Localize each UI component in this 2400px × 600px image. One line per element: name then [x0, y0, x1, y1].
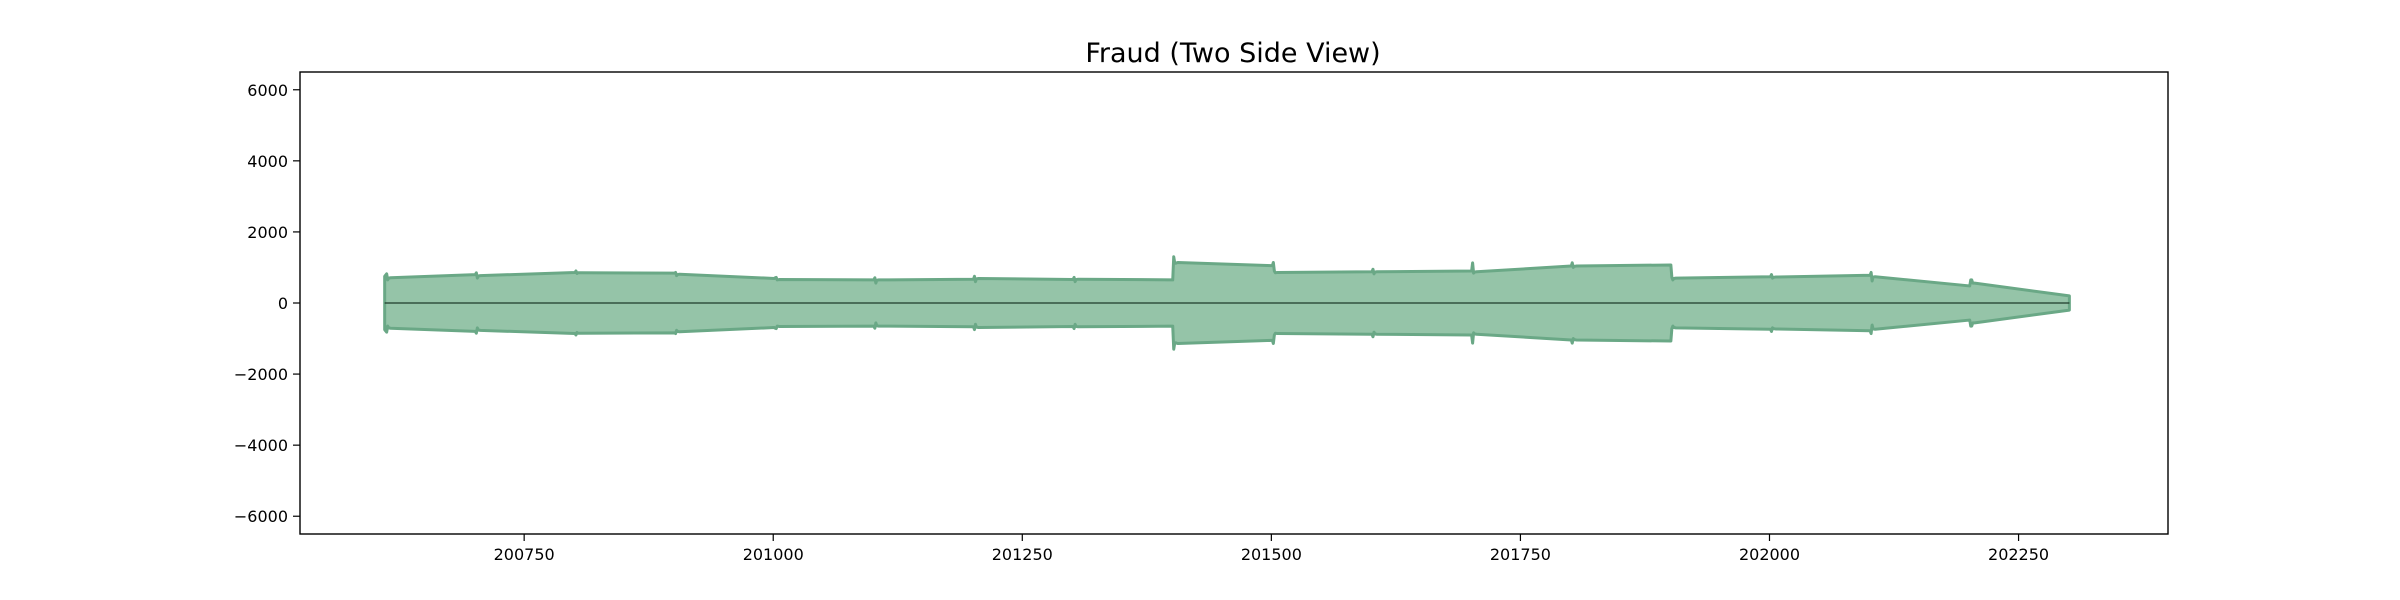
y-tick-label: 4000	[247, 152, 288, 171]
y-tick-label: 0	[278, 294, 288, 313]
x-tick-label: 202250	[1988, 545, 2049, 564]
x-tick-label: 201250	[992, 545, 1053, 564]
y-tick-label: 6000	[247, 81, 288, 100]
chart-title: Fraud (Two Side View)	[1085, 38, 1380, 69]
x-tick-label: 202000	[1739, 545, 1800, 564]
y-tick-label: −2000	[234, 365, 288, 384]
x-tick-label: 201750	[1490, 545, 1551, 564]
x-tick-label: 201500	[1241, 545, 1302, 564]
plot-area	[385, 257, 2070, 349]
x-tick-label: 200750	[494, 545, 555, 564]
x-tick-label: 201000	[743, 545, 804, 564]
y-tick-label: −6000	[234, 507, 288, 526]
y-tick-label: 2000	[247, 223, 288, 242]
y-tick-label: −4000	[234, 436, 288, 455]
